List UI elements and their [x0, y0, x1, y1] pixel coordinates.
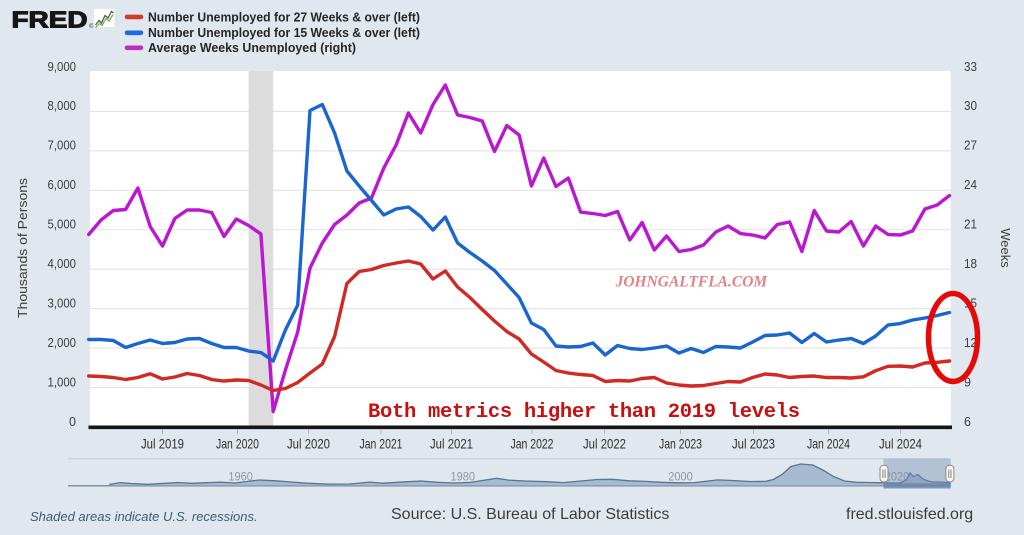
- svg-text:2,000: 2,000: [48, 336, 77, 350]
- svg-text:Jan 2022: Jan 2022: [511, 436, 554, 452]
- svg-text:fred.stlouisfed.org: fred.stlouisfed.org: [846, 506, 973, 523]
- svg-text:1980: 1980: [451, 472, 476, 484]
- svg-text:FRED: FRED: [12, 6, 88, 32]
- svg-text:Jan 2023: Jan 2023: [659, 436, 702, 452]
- svg-text:24: 24: [964, 178, 977, 192]
- svg-text:Jan 2020: Jan 2020: [216, 436, 259, 452]
- svg-text:27: 27: [964, 139, 977, 153]
- svg-text:5,000: 5,000: [48, 218, 77, 232]
- svg-text:Thousands of Persons: Thousands of Persons: [15, 177, 30, 318]
- svg-text:4,000: 4,000: [48, 257, 77, 271]
- svg-text:33: 33: [964, 60, 977, 74]
- svg-text:Number Unemployed for 27 Weeks: Number Unemployed for 27 Weeks & over (l…: [148, 10, 420, 24]
- svg-text:18: 18: [964, 257, 977, 271]
- svg-text:Average Weeks Unemployed (righ: Average Weeks Unemployed (right): [148, 41, 356, 55]
- svg-text:9: 9: [964, 375, 971, 389]
- svg-text:Shaded areas indicate U.S. rec: Shaded areas indicate U.S. recessions.: [30, 509, 258, 524]
- svg-text:6: 6: [964, 415, 971, 429]
- svg-text:1960: 1960: [228, 472, 253, 484]
- svg-text:Jan 2021: Jan 2021: [360, 436, 403, 452]
- svg-text:6,000: 6,000: [48, 178, 77, 192]
- svg-text:2020: 2020: [885, 472, 910, 484]
- svg-text:Jul 2023: Jul 2023: [732, 436, 775, 452]
- svg-text:2000: 2000: [668, 472, 693, 484]
- svg-text:Jul 2021: Jul 2021: [430, 436, 473, 452]
- svg-text:Weeks: Weeks: [998, 228, 1013, 268]
- svg-text:Both metrics higher than 2019: Both metrics higher than 2019 levels: [368, 401, 800, 424]
- svg-text:Jul 2022: Jul 2022: [583, 436, 626, 452]
- svg-text:30: 30: [964, 99, 977, 113]
- svg-text:Jul 2024: Jul 2024: [879, 436, 922, 452]
- svg-text:Number Unemployed for 15 Weeks: Number Unemployed for 15 Weeks & over (l…: [148, 26, 420, 40]
- svg-text:21: 21: [964, 218, 977, 232]
- svg-text:Source: U.S. Bureau of Labor S: Source: U.S. Bureau of Labor Statistics: [391, 506, 669, 523]
- svg-text:3,000: 3,000: [48, 296, 77, 310]
- svg-text:JOHNGALTFLA.COM: JOHNGALTFLA.COM: [615, 274, 768, 291]
- svg-text:Jul 2019: Jul 2019: [141, 436, 184, 452]
- svg-text:Jan 2024: Jan 2024: [807, 436, 850, 452]
- svg-text:7,000: 7,000: [48, 139, 77, 153]
- svg-text:0: 0: [69, 415, 76, 429]
- svg-text:1,000: 1,000: [48, 375, 77, 389]
- svg-text:Jul 2020: Jul 2020: [287, 436, 330, 452]
- svg-text:®: ®: [89, 22, 94, 30]
- svg-text:9,000: 9,000: [48, 60, 77, 74]
- svg-text:8,000: 8,000: [48, 99, 77, 113]
- svg-text:12: 12: [964, 336, 977, 350]
